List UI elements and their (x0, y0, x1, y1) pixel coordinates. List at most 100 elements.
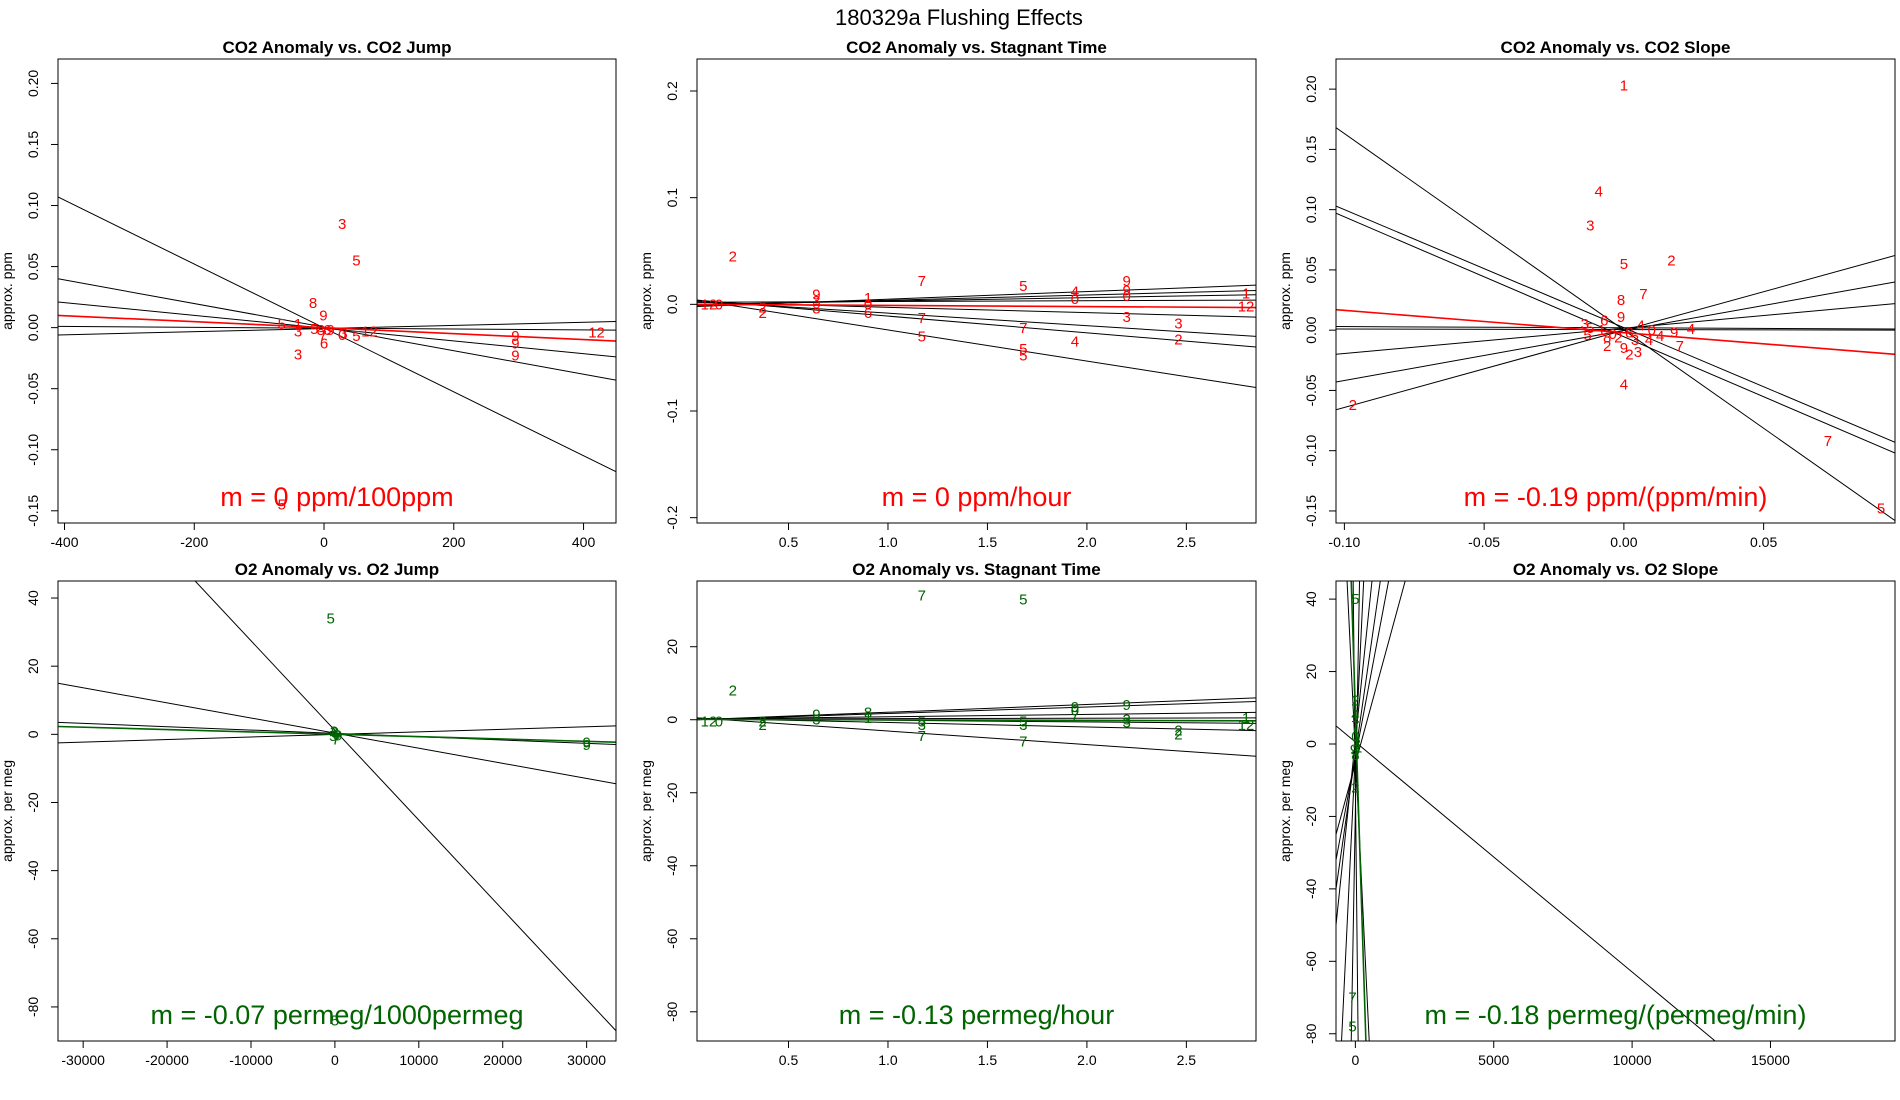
data-point: 12 (361, 323, 378, 340)
data-point: 5 (1019, 714, 1027, 731)
data-point: 3 (918, 717, 926, 734)
data-point: 4 (1636, 317, 1644, 334)
data-point: 8 (317, 322, 325, 339)
y-tick-label: -0.10 (1303, 435, 1319, 467)
y-tick-label: 20 (25, 658, 41, 674)
panel-6: O2 Anomaly vs. O2 Slope approx. per meg 0 5… (1277, 560, 1896, 1068)
data-point: 3 (812, 712, 820, 729)
data-point: 2 (758, 714, 766, 731)
data-point: 5 (1019, 348, 1027, 365)
y-tick-label: -80 (25, 997, 41, 1017)
main-fit-line (58, 314, 616, 342)
y-tick-label: -0.05 (25, 373, 41, 405)
y-tick-label: -60 (25, 928, 41, 948)
x-tick-label: 15000 (1751, 1052, 1790, 1068)
data-point: 7 (332, 731, 340, 748)
x-tick-label: 0.05 (1750, 534, 1777, 550)
data-point: 2 (758, 305, 766, 322)
data-point: 9 (1123, 697, 1131, 714)
panel-frame (696, 58, 1257, 524)
data-point: 7 (1071, 708, 1079, 725)
data-point: 2 (729, 248, 737, 265)
y-tick-label: -0.15 (25, 495, 41, 527)
fit-line (1336, 581, 1406, 835)
y-axis-label: approx. ppm (0, 252, 15, 330)
data-point: 9 (511, 336, 519, 353)
y-tick-label: -40 (1303, 879, 1319, 899)
x-tick-label: 0 (320, 534, 328, 550)
data-point: 9 (812, 287, 820, 304)
data-point: 7 (1019, 734, 1027, 751)
slope-annotation: m = -0.18 permeg/(permeg/min) (1425, 1000, 1807, 1030)
x-tick-label: -200 (180, 534, 208, 550)
panel-frame (696, 580, 1257, 1042)
data-point: 2 (758, 300, 766, 317)
y-tick-label: 0 (1303, 740, 1319, 748)
data-point: 4 (1071, 334, 1079, 351)
x-tick-label: -10000 (229, 1052, 273, 1068)
data-point: 7 (1019, 320, 1027, 337)
data-point: 5 (918, 714, 926, 731)
data-point: 5 (1019, 341, 1027, 358)
x-tick-label: 1.5 (978, 534, 998, 550)
y-tick-label: 40 (1303, 591, 1319, 607)
y-axis-label: approx. ppm (638, 252, 654, 330)
data-point: 2 (1667, 252, 1675, 269)
data-point: 7 (918, 588, 926, 605)
data-point: 4 (1071, 284, 1079, 301)
fit-line (1336, 725, 1716, 1041)
panel-title: O2 Anomaly vs. O2 Jump (235, 560, 439, 579)
data-point: 5 (1583, 327, 1591, 344)
data-point: 3 (1123, 715, 1131, 732)
data-point: 5 (352, 252, 360, 269)
data-point: 9 (334, 727, 342, 744)
data-point: 3 (1353, 736, 1361, 753)
data-point: 7 (1824, 433, 1832, 450)
figure-title: 180329a Flushing Effects (835, 5, 1083, 30)
fit-line (1341, 581, 1365, 1041)
data-point: 9 (582, 737, 590, 754)
x-tick-label: 5000 (1478, 1052, 1509, 1068)
data-point: 3 (1634, 344, 1642, 361)
data-point: 9 (326, 322, 334, 339)
data-point: 12 (588, 325, 605, 342)
data-point: 2 (1349, 397, 1357, 414)
data-point: 5 (278, 316, 286, 333)
data-point: 9 (812, 706, 820, 723)
data-point: 0 (1609, 326, 1617, 343)
x-tick-label: 1.5 (978, 1052, 998, 1068)
data-point: 9 (1670, 325, 1678, 342)
panel-frame (57, 58, 617, 524)
data-point: 1 (864, 290, 872, 307)
panel-title: CO2 Anomaly vs. CO2 Slope (1501, 38, 1731, 57)
y-tick-label: -20 (1303, 806, 1319, 826)
data-point: 6 (1600, 313, 1608, 330)
fit-line (1336, 328, 1895, 331)
y-tick-label: -40 (25, 860, 41, 880)
panel-5: O2 Anomaly vs. Stagnant Time approx. per … (638, 560, 1257, 1068)
data-point: 7 (918, 273, 926, 290)
fit-line (697, 294, 1256, 305)
panel-frame (57, 580, 617, 1042)
y-tick-label: -20 (664, 782, 680, 802)
fit-line (1336, 326, 1895, 330)
data-point: 4 (1620, 376, 1628, 393)
data-point: 5 (1019, 591, 1027, 608)
data-point: 0 (1071, 703, 1079, 720)
y-tick-label: 0.20 (25, 70, 41, 97)
data-point: 8 (1617, 292, 1625, 309)
x-tick-label: -20000 (145, 1052, 189, 1068)
data-point: 5 (352, 328, 360, 345)
main-fit-line (697, 718, 1256, 722)
main-fit-line (1350, 581, 1367, 1041)
panel-3: CO2 Anomaly vs. CO2 Slope approx. ppm -0.1… (1277, 38, 1896, 550)
data-point: 2 (1351, 779, 1359, 796)
data-point: 0 (864, 296, 872, 313)
x-tick-label: 30000 (567, 1052, 606, 1068)
x-tick-label: 20000 (483, 1052, 522, 1068)
y-tick-label: 0.15 (1303, 136, 1319, 163)
data-point: 5 (1620, 256, 1628, 273)
x-tick-label: 0 (1351, 1052, 1359, 1068)
